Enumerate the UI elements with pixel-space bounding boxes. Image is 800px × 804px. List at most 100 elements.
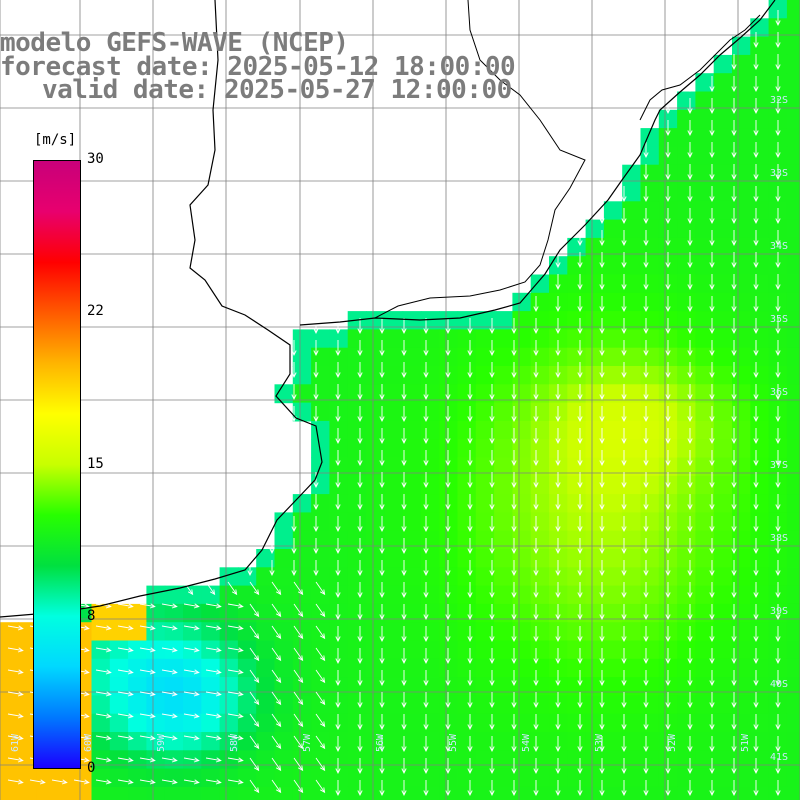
wind-cell [366, 750, 385, 770]
wind-cell [183, 713, 202, 733]
wind-cell [585, 768, 605, 788]
wind-cell [640, 146, 660, 166]
wind-cell [420, 732, 440, 751]
wind-cell [366, 475, 385, 495]
wind-cell [292, 384, 312, 404]
wind-arrow [599, 450, 605, 467]
wind-cell [384, 603, 404, 623]
wind-arrow [687, 758, 693, 775]
wind-arrow [621, 560, 627, 577]
wind-cell [786, 73, 800, 93]
wind-arrow [599, 758, 605, 775]
wind-cell [0, 622, 19, 642]
wind-cell [585, 695, 605, 715]
wind-cell [677, 549, 696, 568]
wind-cell [622, 439, 642, 459]
wind-cell [292, 695, 312, 715]
wind-arrow [533, 714, 539, 731]
wind-arrow [643, 384, 649, 401]
wind-arrow [335, 384, 341, 401]
wind-arrow [621, 384, 627, 401]
wind-cell [494, 622, 513, 642]
wind-arrow [489, 692, 495, 709]
wind-cell [311, 549, 330, 568]
wind-cell [457, 658, 477, 678]
wind-arrow [511, 780, 517, 797]
wind-arrow [7, 757, 24, 763]
wind-cell [457, 695, 477, 715]
wind-arrow [249, 625, 260, 640]
wind-arrow [555, 472, 561, 489]
wind-cell [347, 420, 367, 440]
wind-arrow [335, 692, 341, 709]
wind-cell [603, 768, 623, 788]
title-forecast-date: forecast date: 2025-05-12 18:00:00 [0, 52, 516, 82]
wind-arrow [621, 318, 627, 335]
wind-cell [292, 677, 312, 696]
wind-arrow [775, 208, 781, 225]
wind-cell [786, 567, 800, 587]
wind-cell [658, 439, 678, 459]
wind-cell [329, 677, 349, 696]
wind-arrow [511, 560, 517, 577]
wind-cell [201, 713, 221, 733]
wind-cell [420, 494, 440, 513]
wind-cell [786, 0, 800, 19]
wind-arrow [775, 494, 781, 511]
wind-arrow [117, 603, 134, 609]
wind-cell [311, 640, 330, 660]
wind-arrow [621, 362, 627, 379]
wind-cell [329, 439, 349, 459]
wind-arrow [183, 691, 200, 697]
wind-arrow [335, 626, 341, 643]
wind-cell [366, 549, 385, 568]
wind-cell [640, 640, 660, 660]
wind-cell [91, 622, 111, 642]
wind-cell [292, 567, 312, 587]
wind-arrow [577, 428, 583, 445]
wind-cell [0, 695, 19, 715]
wind-cell [603, 658, 623, 678]
wind-arrow [533, 582, 539, 599]
wind-arrow [775, 714, 781, 731]
wind-arrow [379, 670, 385, 687]
wind-arrow [753, 186, 759, 203]
wind-cell [420, 439, 440, 459]
wind-cell [402, 658, 422, 678]
wind-arrow [423, 384, 429, 401]
wind-cell [768, 439, 788, 459]
wind-arrow [599, 252, 605, 269]
wind-cell [585, 585, 605, 605]
wind-cell [164, 713, 184, 733]
wind-cell [585, 237, 605, 257]
wind-arrow [775, 582, 781, 599]
wind-arrow [183, 669, 200, 675]
wind-cell [384, 530, 404, 550]
wind-arrow [335, 472, 341, 489]
wind-arrow [555, 296, 561, 313]
wind-arrow [599, 318, 605, 335]
wind-arrow [533, 648, 539, 665]
wind-cell [622, 219, 642, 239]
wind-arrow [709, 318, 715, 335]
wind-arrow [687, 208, 693, 225]
wind-arrow [401, 516, 407, 533]
wind-cell [219, 640, 239, 660]
wind-cell [329, 512, 349, 532]
wind-cell [128, 786, 147, 804]
wind-arrow [357, 428, 363, 445]
wind-cell [713, 420, 733, 440]
wind-cell [695, 530, 715, 550]
wind-cell [695, 512, 715, 532]
wind-arrow [753, 252, 759, 269]
wind-cell [512, 420, 532, 440]
wind-cell [732, 732, 751, 751]
wind-arrow [271, 625, 282, 640]
wind-arrow [687, 626, 693, 643]
wind-cell [329, 622, 349, 642]
wind-arrow [379, 538, 385, 555]
wind-arrow [709, 252, 715, 269]
wind-cell [512, 640, 532, 660]
wind-cell [146, 713, 166, 733]
